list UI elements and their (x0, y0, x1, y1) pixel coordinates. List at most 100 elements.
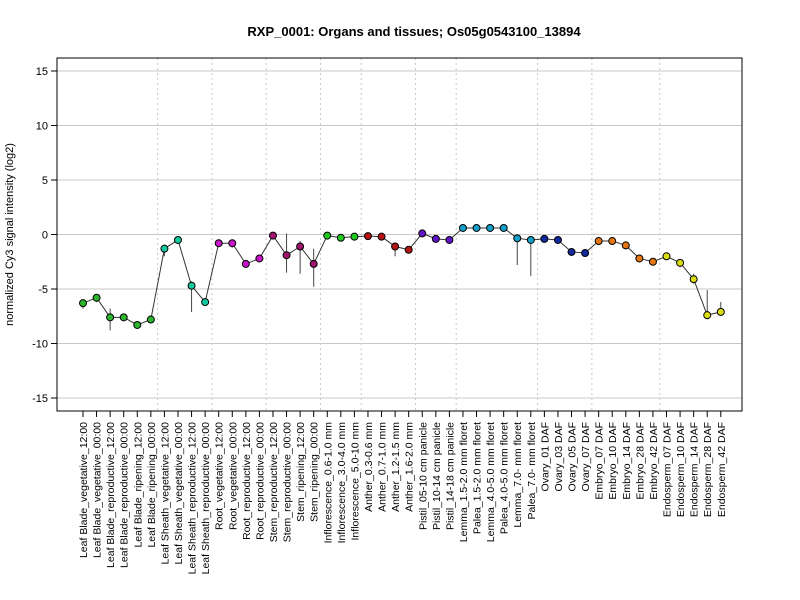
y-axis: -15 -10 -5 0 5 10 15 (32, 66, 57, 405)
data-point[interactable] (458, 223, 467, 232)
x-tick-label: Pistil_05-10 cm panicle (417, 422, 429, 530)
y-tick-label: -10 (32, 339, 48, 351)
x-tick-label: Stem_reproductive_00:00 (282, 422, 294, 542)
data-point[interactable] (540, 234, 549, 243)
data-point[interactable] (676, 258, 685, 267)
data-point[interactable] (377, 232, 386, 241)
data-point[interactable] (608, 237, 617, 246)
data-point[interactable] (79, 299, 87, 308)
x-tick-label: Palea_1.5-2.0 mm floret (472, 422, 484, 534)
data-point[interactable] (92, 293, 101, 302)
chart-title: RXP_0001: Organs and tissues; Os05g05431… (247, 24, 581, 39)
data-point[interactable] (350, 232, 359, 241)
data-points (79, 223, 725, 329)
x-tick-label: Endosperm_10 DAF (675, 422, 687, 517)
data-point[interactable] (309, 259, 318, 268)
x-tick-label: Leaf Blade_vegetative_12:00 (78, 422, 90, 558)
x-tick-label: Ovary_01 DAF (539, 422, 551, 491)
x-tick-label: Leaf Blade_ripening_00:00 (146, 422, 158, 548)
data-point[interactable] (363, 232, 372, 241)
data-point[interactable] (214, 239, 223, 248)
x-tick-label: Leaf Sheath_vegetative_00:00 (173, 422, 185, 565)
x-tick-label: Embryo_10 DAF (607, 422, 619, 500)
x-tick-label: Leaf Sheath_reproductive_12:00 (187, 422, 199, 575)
data-point[interactable] (391, 242, 400, 251)
data-point[interactable] (581, 249, 590, 258)
x-tick-label: Ovary_05 DAF (567, 422, 579, 491)
x-tick-label: Lemma_7.0- mm floret (512, 422, 524, 528)
data-point[interactable] (445, 235, 454, 244)
data-point[interactable] (106, 313, 115, 322)
data-point[interactable] (594, 237, 603, 246)
x-tick-label: Anther_0.3-0.6 mm (363, 422, 375, 512)
data-point[interactable] (703, 311, 712, 320)
y-axis-label: normalized Cy3 signal intensity (log2) (4, 143, 16, 326)
x-tick-label: Palea_4.0-5.0 mm floret (499, 422, 511, 534)
data-point[interactable] (662, 252, 671, 261)
y-tick-label: -5 (38, 284, 48, 296)
data-point[interactable] (621, 241, 630, 250)
data-point[interactable] (241, 259, 250, 268)
x-tick-label: Anther_0.7-1.0 mm (377, 422, 389, 512)
grid (57, 70, 742, 399)
data-point[interactable] (160, 244, 169, 253)
x-tick-label: Lemma_1.5-2.0 mm floret (458, 422, 470, 542)
data-point[interactable] (648, 257, 657, 266)
data-point[interactable] (201, 298, 210, 307)
x-tick-label: Ovary_03 DAF (553, 422, 565, 491)
x-tick-label: Endosperm_42 DAF (716, 422, 728, 517)
data-point[interactable] (431, 234, 440, 243)
data-point[interactable] (187, 281, 196, 290)
x-tick-label: Root_reproductive_12:00 (241, 422, 253, 540)
data-point[interactable] (146, 315, 155, 324)
y-tick-label: 10 (36, 121, 48, 133)
x-tick-label: Inflorescence_0.6-1.0 mm (322, 422, 334, 544)
data-point[interactable] (404, 245, 413, 254)
data-point[interactable] (268, 231, 277, 240)
x-tick-label: Inflorescence_5.0-10 mm (349, 422, 361, 541)
data-point[interactable] (228, 239, 237, 248)
x-tick-label: Leaf Blade_vegetative_00:00 (92, 422, 104, 558)
x-tick-label: Embryo_28 DAF (634, 422, 646, 500)
x-tick-label: Leaf Blade_ripening_12:00 (132, 422, 144, 548)
x-tick-label: Pistil_14-18 cm panicle (444, 422, 456, 530)
data-point[interactable] (133, 320, 142, 329)
x-tick-label: Stem_reproductive_12:00 (268, 422, 280, 542)
data-point[interactable] (689, 275, 698, 284)
data-point[interactable] (296, 242, 305, 251)
data-point[interactable] (567, 247, 576, 256)
y-tick-label: 15 (36, 66, 48, 78)
y-tick-label: 5 (42, 175, 48, 187)
data-point[interactable] (513, 234, 522, 243)
data-point[interactable] (173, 235, 182, 244)
data-point[interactable] (499, 223, 508, 232)
x-tick-label: Leaf Sheath_vegetative_12:00 (159, 422, 171, 565)
x-tick-label: Inflorescence_3.0-4.0 mm (336, 422, 348, 544)
data-point[interactable] (282, 251, 291, 260)
x-tick-label: Palea_7.0- mm floret (526, 422, 538, 520)
data-point[interactable] (635, 254, 644, 263)
x-tick-label: Pistil_10-14 cm panicle (431, 422, 443, 530)
data-point[interactable] (255, 254, 264, 263)
data-point[interactable] (716, 307, 725, 316)
data-point[interactable] (119, 313, 128, 322)
data-point[interactable] (486, 223, 495, 232)
x-tick-label: Stem_ripening_12:00 (295, 422, 307, 522)
x-tick-label: Embryo_14 DAF (621, 422, 633, 500)
x-tick-label: Leaf Blade_reproductive_00:00 (119, 422, 131, 568)
data-point[interactable] (553, 235, 562, 244)
x-axis: Leaf Blade_vegetative_12:00 Leaf Blade_ve… (78, 411, 728, 574)
x-tick-label: Leaf Blade_reproductive_12:00 (105, 422, 117, 568)
x-tick-label: Anther_1.6-2.0 mm (404, 422, 416, 512)
data-point[interactable] (526, 235, 535, 244)
x-tick-label: Lemma_4.0-5.0 mm floret (485, 422, 497, 542)
x-tick-label: Ovary_07 DAF (580, 422, 592, 491)
y-tick-label: -15 (32, 393, 48, 405)
x-tick-label: Endosperm_14 DAF (689, 422, 701, 517)
x-tick-label: Anther_1.2-1.5 mm (390, 422, 402, 512)
data-point[interactable] (472, 223, 481, 232)
data-point[interactable] (336, 233, 345, 242)
data-point[interactable] (323, 231, 332, 240)
data-point[interactable] (418, 229, 427, 238)
